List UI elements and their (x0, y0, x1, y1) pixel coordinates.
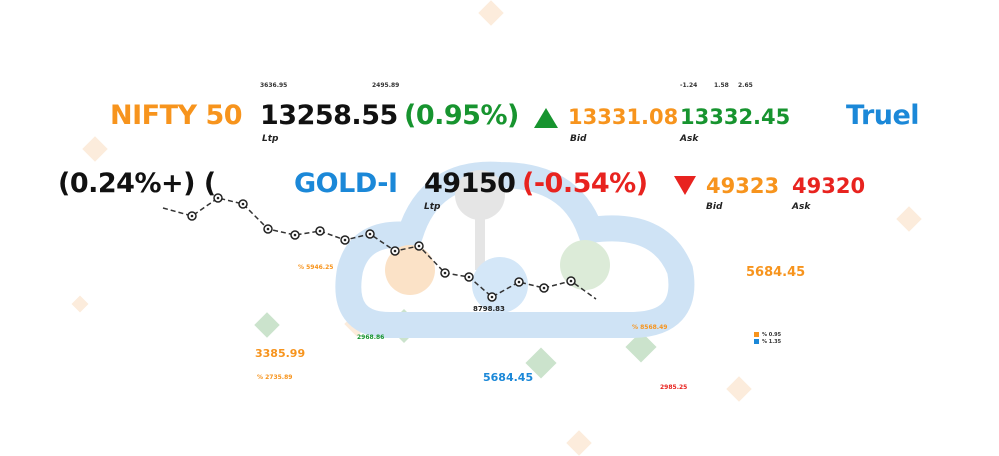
ltp-label: Ltp (424, 202, 441, 212)
nifty-ask: 13332.45 (680, 105, 791, 129)
nifty-ltp: 13258.55 (260, 100, 398, 131)
bid-label: Bid (570, 134, 587, 144)
nifty-bid: 13331.08 (568, 105, 679, 129)
cloud-logo-watermark (335, 161, 695, 338)
trend-point-dot (569, 279, 573, 283)
ask-label: Ask (792, 202, 811, 212)
left-value: 3385.99 (255, 347, 306, 360)
triangle-up-icon (534, 108, 558, 128)
top-number: 3636.95 (260, 82, 288, 89)
gold-change: (-0.54%) (522, 168, 648, 199)
triangle-down-icon (674, 176, 696, 195)
legend-label: % 1.35 (762, 338, 782, 345)
pct-label: % 8568.49 (632, 324, 668, 331)
top-number: -1.24 (680, 82, 698, 89)
legend-swatch (754, 339, 759, 344)
low-point-label: 8798.83 (473, 305, 505, 313)
legend-label: % 0.95 (762, 331, 782, 338)
pct-label: 2968.86 (357, 334, 385, 341)
trend-point-dot (266, 227, 270, 231)
top-number: 2495.89 (372, 82, 400, 89)
pct-label: 2985.25 (660, 384, 688, 391)
gold-ask: 49320 (792, 174, 866, 198)
right-value: 5684.45 (746, 265, 806, 280)
trend-point-dot (293, 233, 297, 237)
trend-point-dot (517, 280, 521, 284)
trend-point-dot (241, 202, 245, 206)
top-number: 2.65 (738, 82, 753, 89)
next-symbol: Truel (846, 100, 920, 131)
trend-point-dot (393, 249, 397, 253)
legend-item: % 1.35 (754, 338, 781, 345)
nifty-change: (0.95%) (404, 100, 519, 131)
trend-point-dot (318, 229, 322, 233)
trend-point-dot (216, 196, 220, 200)
legend-swatch (754, 332, 759, 337)
bid-label: Bid (706, 202, 723, 212)
gold-bid: 49323 (706, 174, 780, 198)
trend-point-dot (467, 275, 471, 279)
gold-ltp: 49150 (424, 168, 516, 199)
trend-point-dot (190, 214, 194, 218)
prev-change: ) (+0.24%) (58, 168, 216, 199)
nifty-symbol: NIFTY 50 (110, 100, 243, 131)
trend-point-dot (417, 244, 421, 248)
ltp-label: Ltp (262, 134, 279, 144)
ask-label: Ask (680, 134, 699, 144)
trend-point-dot (542, 286, 546, 290)
pct-label: % 2735.89 (257, 374, 293, 381)
pct-label: % 5946.25 (298, 264, 334, 271)
legend-item: % 0.95 (754, 331, 781, 338)
legend: % 0.95 % 1.35 (754, 331, 781, 345)
trend-point-dot (490, 295, 494, 299)
trend-point-dot (368, 232, 372, 236)
trend-line-path (162, 197, 597, 300)
gold-symbol: GOLD-I (294, 168, 398, 199)
trend-point-dot (343, 238, 347, 242)
top-number: 1.58 (714, 82, 729, 89)
center-value: 5684.45 (483, 371, 534, 384)
trend-point-dot (443, 271, 447, 275)
